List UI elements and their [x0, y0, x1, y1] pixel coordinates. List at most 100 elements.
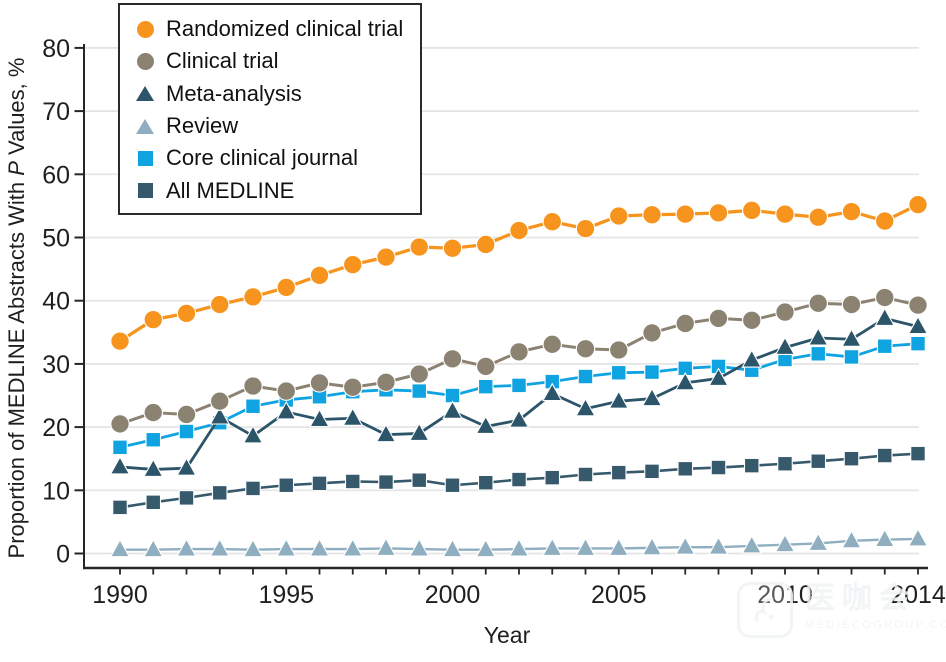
marker-core-clinical-journal: [843, 349, 860, 365]
marker-core-clinical-journal: [145, 431, 162, 448]
legend-item-review: Review: [134, 110, 410, 142]
marker-clinical-trial: [642, 323, 662, 343]
legend-item-all-medline: All MEDLINE: [134, 175, 410, 207]
marker-clinical-trial: [475, 356, 496, 377]
marker-randomized-clinical-trial: [475, 234, 496, 255]
legend-label: All MEDLINE: [166, 177, 295, 203]
marker-review: [741, 534, 762, 554]
chart-plot-area: 0 10 20 30 40 50 60 70 80 1990 1995 2000 2005 2010 201…: [42, 35, 946, 609]
marker-core-clinical-journal: [477, 378, 494, 395]
marker-all-medline: [577, 466, 594, 483]
marker-all-medline: [311, 475, 328, 492]
legend-label: Meta-analysis: [166, 80, 302, 106]
legend-square-icon: [134, 183, 156, 199]
marker-clinical-trial: [376, 372, 396, 392]
legend-item-core-clinical-journal: Core clinical journal: [134, 142, 410, 174]
marker-clinical-trial: [509, 342, 529, 362]
chart-legend: Randomized clinical trial Clinical trial M…: [118, 3, 422, 215]
marker-all-medline: [610, 464, 627, 481]
marker-review: [641, 536, 663, 556]
marker-core-clinical-journal: [178, 423, 195, 440]
marker-all-medline: [278, 477, 295, 494]
marker-review: [907, 528, 929, 547]
marker-all-medline: [777, 455, 793, 472]
marker-randomized-clinical-trial: [708, 203, 729, 223]
marker-review: [276, 538, 297, 557]
marker-core-clinical-journal: [610, 364, 627, 381]
marker-randomized-clinical-trial: [442, 238, 463, 258]
marker-randomized-clinical-trial: [874, 211, 895, 231]
marker-meta-analysis: [409, 422, 430, 441]
marker-clinical-trial: [143, 402, 164, 423]
marker-clinical-trial: [708, 308, 729, 329]
marker-meta-analysis: [508, 409, 530, 428]
marker-core-clinical-journal: [411, 383, 428, 399]
marker-randomized-clinical-trial: [409, 237, 429, 257]
marker-meta-analysis: [176, 457, 197, 476]
marker-clinical-trial: [808, 293, 828, 313]
marker-clinical-trial: [675, 313, 695, 334]
marker-all-medline: [145, 494, 162, 511]
marker-meta-analysis: [475, 415, 496, 435]
legend-circle-icon: [134, 20, 156, 38]
marker-randomized-clinical-trial: [841, 201, 862, 222]
marker-meta-analysis: [375, 423, 397, 443]
marker-review: [176, 538, 197, 557]
marker-review: [442, 538, 463, 558]
marker-randomized-clinical-trial: [509, 220, 529, 241]
x-axis-title: Year: [484, 622, 531, 648]
x-tick-label: 2000: [425, 581, 481, 609]
marker-all-medline: [477, 474, 494, 491]
marker-review: [874, 528, 895, 548]
marker-meta-analysis: [841, 328, 862, 347]
marker-all-medline: [710, 459, 727, 476]
legend-label: Review: [166, 113, 239, 139]
legend-circle-icon: [134, 52, 156, 70]
marker-meta-analysis: [708, 367, 729, 386]
marker-review: [841, 529, 862, 549]
marker-all-medline: [411, 472, 428, 488]
marker-randomized-clinical-trial: [608, 206, 629, 226]
marker-meta-analysis: [309, 408, 330, 428]
legend-item-meta-analysis: Meta-analysis: [134, 78, 410, 110]
marker-clinical-trial: [110, 414, 130, 434]
marker-clinical-trial: [908, 295, 928, 315]
marker-review: [143, 538, 164, 558]
legend-marker: [137, 183, 153, 199]
marker-clinical-trial: [342, 377, 363, 398]
marker-meta-analysis: [641, 387, 663, 407]
marker-all-medline: [378, 474, 394, 490]
marker-all-medline: [211, 485, 228, 501]
marker-core-clinical-journal: [910, 335, 926, 352]
legend-label: Clinical trial: [166, 48, 279, 74]
marker-all-medline: [644, 463, 660, 480]
marker-randomized-clinical-trial: [376, 247, 396, 267]
marker-randomized-clinical-trial: [741, 200, 762, 221]
marker-randomized-clinical-trial: [110, 331, 130, 351]
series-line-meta-analysis: [118, 316, 920, 471]
marker-clinical-trial: [575, 338, 596, 359]
x-tick-label: 1990: [92, 581, 148, 609]
marker-all-medline: [876, 447, 893, 464]
marker-randomized-clinical-trial: [808, 207, 828, 228]
x-tick-label: 2010: [757, 581, 813, 609]
marker-randomized-clinical-trial: [675, 204, 695, 224]
marker-meta-analysis: [741, 349, 762, 368]
marker-clinical-trial: [775, 302, 795, 322]
y-tick-label: 60: [42, 161, 70, 189]
marker-core-clinical-journal: [245, 398, 261, 415]
marker-randomized-clinical-trial: [210, 294, 230, 315]
marker-all-medline: [910, 445, 926, 462]
marker-randomized-clinical-trial: [542, 211, 562, 232]
y-tick-label: 40: [42, 288, 70, 316]
marker-review: [375, 537, 397, 556]
marker-core-clinical-journal: [511, 377, 527, 394]
marker-all-medline: [511, 471, 527, 488]
x-tick-label: 2005: [591, 581, 647, 609]
y-tick-label: 10: [42, 477, 70, 505]
marker-clinical-trial: [409, 364, 429, 384]
marker-all-medline: [444, 477, 461, 494]
marker-clinical-trial: [176, 404, 197, 425]
marker-meta-analysis: [342, 407, 363, 426]
marker-core-clinical-journal: [876, 338, 893, 355]
